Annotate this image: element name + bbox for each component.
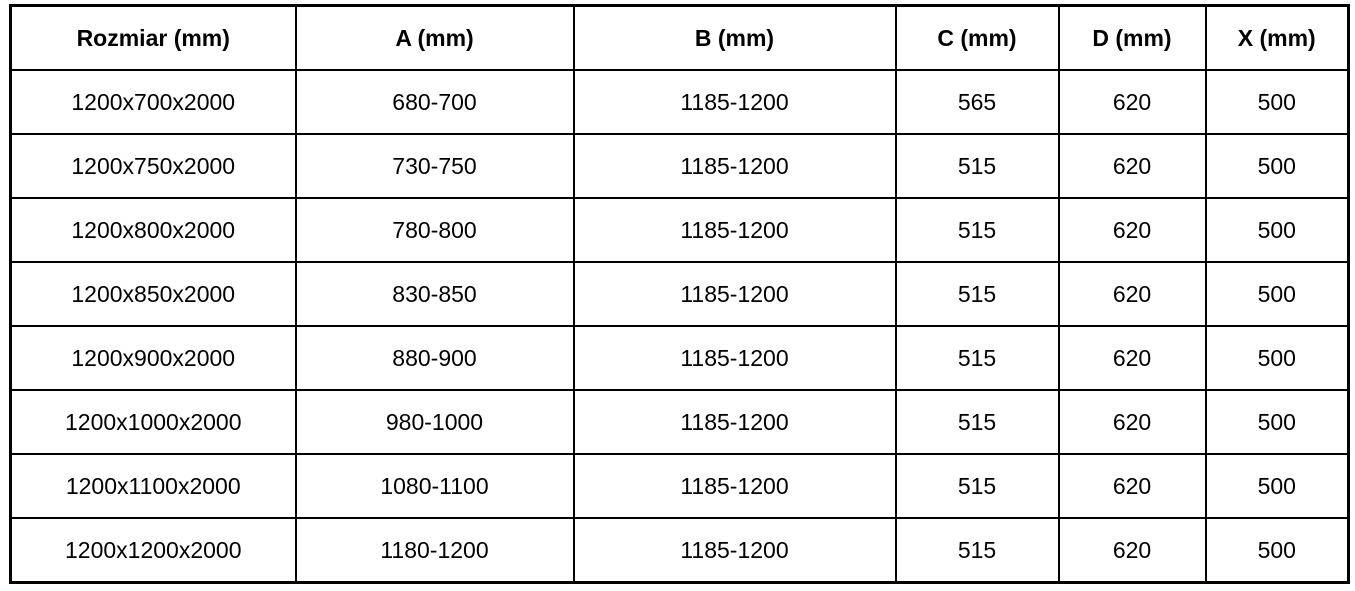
cell-d: 620 bbox=[1057, 453, 1207, 519]
cell-x: 500 bbox=[1204, 261, 1350, 327]
cell-c: 565 bbox=[894, 69, 1060, 135]
cell-rozmiar: 1200x1100x2000 bbox=[9, 453, 297, 519]
cell-rozmiar: 1200x850x2000 bbox=[9, 261, 297, 327]
table-header-row: Rozmiar (mm) A (mm) B (mm) C (mm) D (mm)… bbox=[9, 4, 1350, 71]
cell-a: 680-700 bbox=[294, 69, 575, 135]
cell-rozmiar: 1200x900x2000 bbox=[9, 325, 297, 391]
cell-b: 1185-1200 bbox=[572, 389, 897, 455]
cell-d: 620 bbox=[1057, 325, 1207, 391]
table-row: 1200x1100x2000 1080-1100 1185-1200 515 6… bbox=[9, 453, 1350, 519]
cell-a: 780-800 bbox=[294, 197, 575, 263]
cell-a: 730-750 bbox=[294, 133, 575, 199]
cell-rozmiar: 1200x1200x2000 bbox=[9, 517, 297, 584]
cell-a: 980-1000 bbox=[294, 389, 575, 455]
cell-rozmiar: 1200x700x2000 bbox=[9, 69, 297, 135]
cell-x: 500 bbox=[1204, 133, 1350, 199]
column-header-b: B (mm) bbox=[572, 4, 897, 71]
cell-c: 515 bbox=[894, 389, 1060, 455]
cell-a: 1180-1200 bbox=[294, 517, 575, 584]
cell-b: 1185-1200 bbox=[572, 133, 897, 199]
cell-b: 1185-1200 bbox=[572, 69, 897, 135]
cell-a: 880-900 bbox=[294, 325, 575, 391]
table-row: 1200x750x2000 730-750 1185-1200 515 620 … bbox=[9, 133, 1350, 199]
cell-c: 515 bbox=[894, 197, 1060, 263]
cell-c: 515 bbox=[894, 517, 1060, 584]
cell-c: 515 bbox=[894, 453, 1060, 519]
cell-b: 1185-1200 bbox=[572, 325, 897, 391]
table-row: 1200x900x2000 880-900 1185-1200 515 620 … bbox=[9, 325, 1350, 391]
cell-d: 620 bbox=[1057, 197, 1207, 263]
table-row: 1200x850x2000 830-850 1185-1200 515 620 … bbox=[9, 261, 1350, 327]
cell-b: 1185-1200 bbox=[572, 517, 897, 584]
cell-a: 1080-1100 bbox=[294, 453, 575, 519]
cell-a: 830-850 bbox=[294, 261, 575, 327]
cell-rozmiar: 1200x800x2000 bbox=[9, 197, 297, 263]
cell-d: 620 bbox=[1057, 69, 1207, 135]
column-header-a: A (mm) bbox=[294, 4, 575, 71]
cell-x: 500 bbox=[1204, 517, 1350, 584]
table-row: 1200x800x2000 780-800 1185-1200 515 620 … bbox=[9, 197, 1350, 263]
dimension-spec-table: Rozmiar (mm) A (mm) B (mm) C (mm) D (mm)… bbox=[9, 4, 1350, 584]
cell-c: 515 bbox=[894, 325, 1060, 391]
table-row: 1200x1000x2000 980-1000 1185-1200 515 62… bbox=[9, 389, 1350, 455]
column-header-x: X (mm) bbox=[1204, 4, 1350, 71]
cell-x: 500 bbox=[1204, 389, 1350, 455]
cell-b: 1185-1200 bbox=[572, 197, 897, 263]
cell-x: 500 bbox=[1204, 197, 1350, 263]
cell-d: 620 bbox=[1057, 133, 1207, 199]
cell-x: 500 bbox=[1204, 325, 1350, 391]
table-row: 1200x1200x2000 1180-1200 1185-1200 515 6… bbox=[9, 517, 1350, 584]
column-header-c: C (mm) bbox=[894, 4, 1060, 71]
cell-b: 1185-1200 bbox=[572, 261, 897, 327]
cell-d: 620 bbox=[1057, 389, 1207, 455]
cell-x: 500 bbox=[1204, 453, 1350, 519]
cell-b: 1185-1200 bbox=[572, 453, 897, 519]
cell-d: 620 bbox=[1057, 517, 1207, 584]
column-header-d: D (mm) bbox=[1057, 4, 1207, 71]
cell-rozmiar: 1200x1000x2000 bbox=[9, 389, 297, 455]
table-row: 1200x700x2000 680-700 1185-1200 565 620 … bbox=[9, 69, 1350, 135]
cell-d: 620 bbox=[1057, 261, 1207, 327]
column-header-rozmiar: Rozmiar (mm) bbox=[9, 4, 297, 71]
cell-c: 515 bbox=[894, 133, 1060, 199]
cell-x: 500 bbox=[1204, 69, 1350, 135]
cell-rozmiar: 1200x750x2000 bbox=[9, 133, 297, 199]
cell-c: 515 bbox=[894, 261, 1060, 327]
